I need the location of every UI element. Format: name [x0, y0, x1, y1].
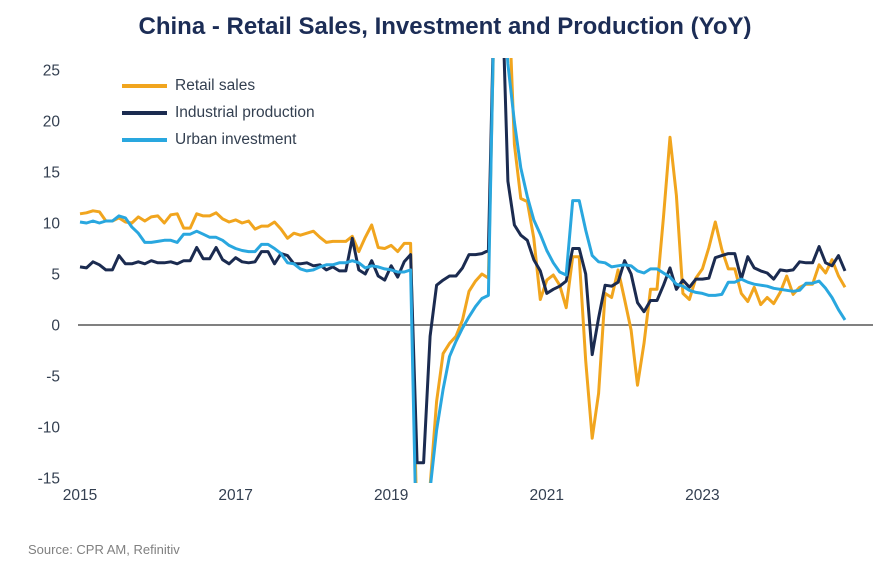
y-axis-tick-label: 0 [51, 318, 60, 335]
legend-item-industrial-production: Industrial production [122, 100, 315, 126]
x-axis-tick-label: 2015 [63, 487, 97, 504]
legend-line-swatch [122, 138, 167, 142]
legend: Retail sales Industrial production Urban i… [122, 73, 315, 154]
y-axis-tick-label: 10 [43, 216, 61, 233]
legend-line-swatch [122, 84, 167, 88]
legend-item-urban-investment: Urban investment [122, 127, 315, 153]
y-axis-tick-label: -15 [38, 471, 60, 488]
legend-label: Industrial production [175, 104, 315, 121]
y-axis-tick-label: -5 [46, 369, 60, 386]
legend-label: Urban investment [175, 131, 297, 148]
y-axis-tick-label: 25 [43, 63, 60, 80]
x-axis: 2015 2017 2019 2021 2023 [63, 487, 720, 504]
legend-item-retail-sales: Retail sales [122, 73, 315, 99]
x-axis-tick-label: 2017 [218, 487, 252, 504]
y-axis-tick-label: -10 [38, 420, 61, 437]
source-note: Source: CPR AM, Refinitiv [28, 542, 180, 557]
industrial-production-line [79, 58, 847, 465]
retail-sales-line [79, 58, 847, 483]
urban-investment-line [79, 58, 847, 483]
y-axis-tick-label: 15 [43, 165, 60, 182]
x-axis-tick-label: 2023 [685, 487, 719, 504]
y-axis-tick-label: 20 [43, 114, 61, 131]
x-axis-tick-label: 2021 [530, 487, 564, 504]
y-axis: 25 20 15 10 5 0 -5 -10 -15 [38, 63, 61, 488]
legend-line-swatch [122, 111, 167, 115]
y-axis-tick-label: 5 [51, 267, 60, 284]
legend-label: Retail sales [175, 77, 256, 94]
x-axis-tick-label: 2019 [374, 487, 408, 504]
chart-title: China - Retail Sales, Investment and Pro… [138, 13, 752, 40]
